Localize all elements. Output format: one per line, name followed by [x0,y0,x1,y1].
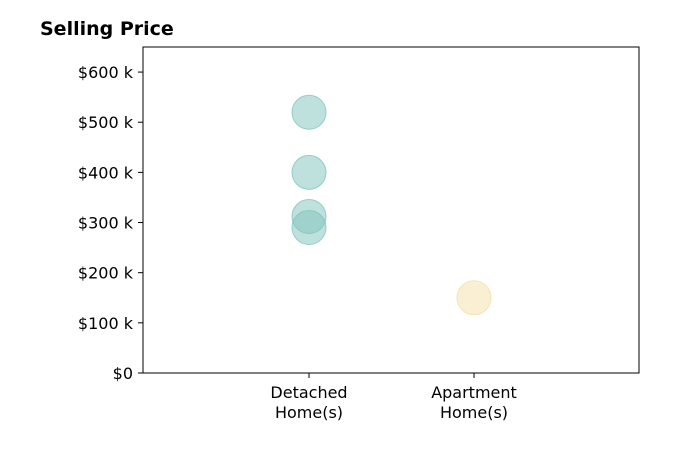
x-tick-label: Apartment [431,383,517,402]
data-point [291,154,327,190]
chart-title: Selling Price [40,18,174,40]
y-tick-label: $600 k [78,63,134,82]
x-tick-label: Home(s) [440,403,508,422]
data-point [291,94,327,130]
y-tick-label: $400 k [78,163,134,182]
x-tick-label: Home(s) [275,403,343,422]
y-tick-label: $200 k [78,264,134,283]
plot-area-frame [142,46,640,374]
y-tick-label: $100 k [78,314,134,333]
data-point [291,210,327,246]
x-tick-label: Detached [270,383,347,402]
y-axis: $0 $100 k $200 k $300 k $400 k $500 k $600 k [78,63,143,383]
data-points [291,94,492,316]
y-tick-label: $500 k [78,113,134,132]
data-point [456,280,492,316]
y-tick-label: $300 k [78,214,134,233]
y-tick-label: $0 [113,364,133,383]
